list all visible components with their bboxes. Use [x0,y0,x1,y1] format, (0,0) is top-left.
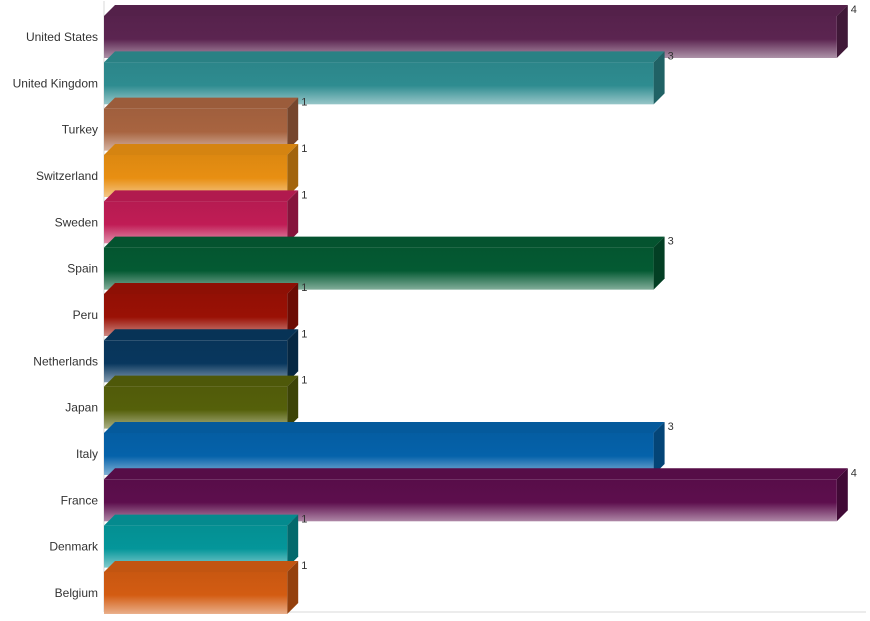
bar-france [104,468,848,522]
bar-side-face [653,421,665,475]
category-label: France [61,493,99,507]
bar-japan [104,375,299,429]
bar-switzerland [104,143,299,197]
bar-front-face [104,247,654,290]
bar-top-face [104,97,299,109]
bar-front-face [104,108,288,151]
bar-top-face [104,560,299,572]
bar-belgium [104,560,299,614]
bar-front-face [104,16,837,58]
category-label: Japan [65,401,98,415]
value-label: 1 [301,282,307,294]
category-label: Turkey [62,123,98,137]
bar-front-face [104,340,288,383]
bar-front-face [104,432,654,475]
category-label: United Kingdom [13,76,98,90]
value-label: 3 [668,50,674,62]
category-label: Peru [73,308,98,322]
bar-side-face [287,97,299,151]
bar-united-kingdom [104,51,665,105]
bars [104,5,848,614]
bar-top-face [104,51,665,63]
bar-top-face [104,236,665,248]
category-label: Denmark [49,540,99,554]
bar-side-face [653,236,665,290]
bar-denmark [104,514,299,568]
category-label: Netherlands [33,354,98,368]
bar-spain [104,236,665,290]
value-label: 1 [301,189,307,201]
bar-top-face [104,282,299,294]
value-label: 1 [301,328,307,340]
bar-side-face [287,560,299,614]
bar-top-face [104,468,848,480]
value-label: 1 [301,514,307,526]
bar-peru [104,282,299,336]
bar-side-face [287,190,299,244]
bar-front-face [104,525,288,568]
bar-side-face [836,468,848,522]
bar-side-face [287,375,299,429]
category-label: Sweden [55,215,98,229]
bar-front-face [104,293,288,336]
category-label: Spain [67,262,98,276]
value-label: 3 [668,236,674,248]
bar-front-face [104,201,288,244]
value-label: 1 [301,143,307,155]
bar-top-face [104,190,299,202]
bar-front-face [104,571,288,614]
bar-sweden [104,190,299,244]
bar-front-face [104,154,288,197]
labels: United States 4 United Kingdom 3 Turkey 1 Swit… [13,4,857,600]
value-label: 1 [301,375,307,387]
bar-front-face [104,62,654,105]
category-label: United States [26,30,98,44]
bar-top-face [104,375,299,387]
bar-side-face [287,282,299,336]
bar-top-face [104,143,299,155]
bar-front-face [104,479,837,522]
bar-front-face [104,386,288,429]
bar-turkey [104,97,299,151]
category-label: Belgium [55,586,98,600]
bar-top-face [104,329,299,341]
bar-side-face [287,329,299,383]
bar-side-face [287,514,299,568]
value-label: 4 [851,4,857,16]
bar-united-states [104,5,848,58]
bar-top-face [104,514,299,526]
bar-side-face [287,143,299,197]
value-label: 1 [301,97,307,109]
value-label: 3 [668,421,674,433]
value-label: 1 [301,560,307,572]
bar-top-face [104,5,848,16]
value-label: 4 [851,467,857,479]
category-label: Switzerland [36,169,98,183]
bar-netherlands [104,329,299,383]
bar-italy [104,421,665,475]
category-label: Italy [76,447,98,461]
bar-side-face [653,51,665,105]
bar-side-face [836,5,848,58]
bar-top-face [104,421,665,433]
